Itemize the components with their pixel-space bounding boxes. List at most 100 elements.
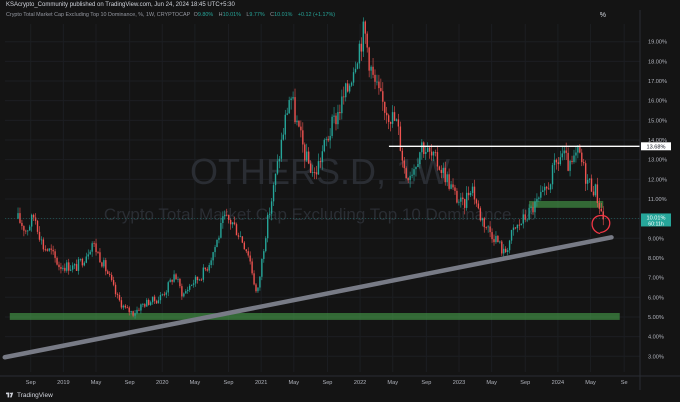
candle-body (538, 197, 540, 199)
candle-body (165, 292, 167, 295)
candle-body (462, 197, 464, 200)
y-tick-label: 9.00% (648, 236, 664, 242)
candle-body (389, 121, 392, 124)
y-tick-label: 18.00% (648, 59, 667, 65)
candle-body (17, 213, 19, 219)
candle-body (339, 112, 341, 114)
y-tick-label: 14.00% (648, 138, 667, 144)
candle-body (46, 249, 48, 251)
candle-body (364, 21, 366, 34)
candle-body (259, 276, 261, 288)
candle-body (510, 230, 513, 241)
candle-body (60, 267, 62, 269)
candle-body (530, 207, 532, 209)
candle-body (128, 307, 130, 313)
candle-body (380, 88, 382, 92)
candle-body (257, 287, 259, 292)
candle-body (136, 309, 138, 314)
x-tick-label: 2021 (255, 380, 267, 386)
x-tick-label: Sep (224, 380, 234, 386)
time-axis[interactable]: Sep 2019 May Sep 2020 May Sep 2021 May Sep 2022 May… (0, 375, 680, 386)
candle-body (190, 284, 193, 286)
candle-body (544, 186, 546, 191)
candle-body (29, 226, 31, 231)
candle-body (19, 213, 21, 223)
candle-body (372, 66, 374, 75)
candle-body (200, 279, 203, 281)
x-tick-label: 2024 (552, 380, 564, 386)
candle-body (479, 208, 482, 221)
watermark-ticker: OTHERS.D, 1W (190, 151, 450, 192)
candle-body (132, 311, 134, 316)
candle-body (327, 138, 329, 141)
candle-body (247, 251, 249, 256)
candle-body (243, 242, 246, 250)
candle-body (503, 248, 505, 254)
candle-body (245, 249, 247, 252)
candle-body (208, 265, 210, 271)
candle-body (491, 232, 493, 240)
candle-body (444, 167, 446, 183)
candle-body (54, 251, 56, 258)
candle-body (220, 223, 222, 238)
support-zones (9, 200, 620, 320)
candle-body (196, 276, 199, 281)
y-tick-label: 7.00% (648, 276, 664, 282)
publish-info: KSAcrypto_Community published on Trading… (6, 2, 235, 8)
candle-body (97, 252, 99, 253)
x-tick-label: Sep (421, 380, 431, 386)
candle-body (261, 258, 263, 277)
candle-body (526, 219, 528, 221)
candle-body (68, 262, 70, 271)
candle-body (391, 112, 394, 124)
candle-body (409, 175, 411, 181)
candle-body (155, 300, 158, 304)
candle-body (265, 238, 267, 252)
candle-body (465, 192, 468, 208)
y-tick-label: 17.00% (648, 79, 667, 85)
candle-body (425, 152, 427, 155)
candle-body (477, 203, 480, 209)
candle-body (345, 83, 347, 98)
candle-body (73, 264, 76, 266)
candle-body (584, 163, 587, 184)
candle-body (382, 91, 384, 102)
candle-body (311, 172, 314, 174)
candle-body (426, 147, 429, 153)
candle-body (460, 197, 462, 202)
y-tick-label: 19.00% (648, 40, 667, 46)
candle-body (573, 155, 575, 163)
candle-body (555, 159, 558, 163)
candle-body (198, 279, 201, 281)
candle-body (52, 249, 54, 252)
candle-body (239, 236, 242, 238)
candle-body (483, 218, 485, 228)
x-tick-label: May (190, 380, 201, 386)
price-axis[interactable]: 3.00%4.00%5.00%6.00%7.00%8.00%9.00%10.00… (639, 10, 671, 390)
y-tick-label: 4.00% (648, 335, 664, 341)
footer-brand[interactable]: TradingView (6, 391, 53, 399)
candle-body (126, 307, 128, 309)
candle-body (497, 235, 499, 243)
resistance-price-label: 13.68% (647, 144, 666, 150)
candle-body (218, 237, 220, 240)
candle-body (228, 214, 230, 220)
candle-body (415, 167, 417, 170)
highlight-circle (591, 214, 611, 235)
candle-body (25, 230, 27, 232)
y-tick-label: 5.00% (648, 315, 664, 321)
y-tick-label: 6.00% (648, 295, 664, 301)
candle-body (91, 243, 93, 252)
candle-body (559, 157, 562, 165)
candle-body (161, 294, 164, 296)
candle-body (151, 296, 154, 303)
candle-body (366, 33, 368, 48)
y-tick-label: 3.00% (648, 354, 664, 360)
candle-body (542, 190, 544, 192)
candle-body (337, 112, 339, 125)
candle-body (177, 278, 179, 280)
symbol-legend[interactable]: Crypto Total Market Cap Excluding Top 10… (6, 12, 337, 18)
candle-body (583, 162, 585, 164)
candle-body (66, 262, 68, 271)
